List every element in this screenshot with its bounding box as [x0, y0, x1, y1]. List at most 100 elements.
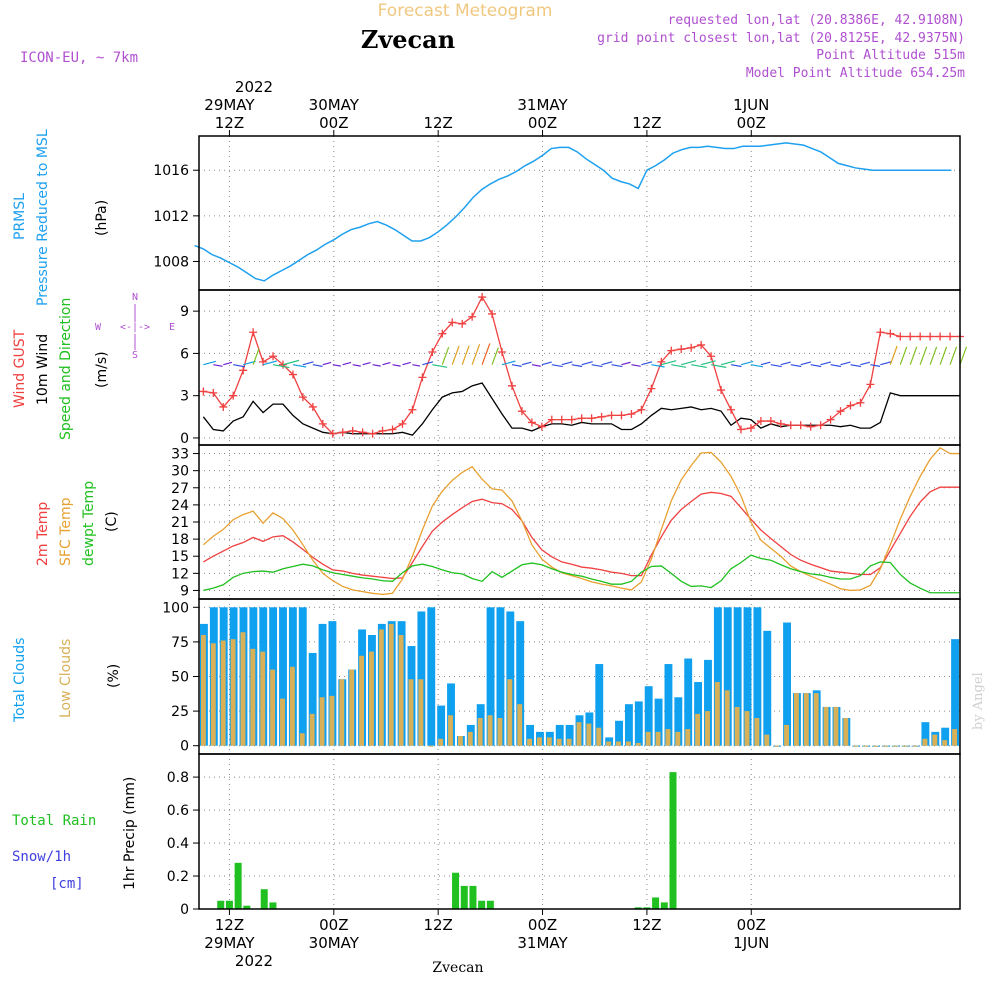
- rain-bar: [225, 900, 233, 909]
- low-cloud-bar: [685, 729, 691, 746]
- gust-marker: [527, 418, 536, 427]
- footer-location: Zvecan: [432, 960, 483, 976]
- low-cloud-bar: [378, 629, 384, 746]
- wind-arrow: [770, 364, 782, 368]
- bottom-date-label: 31MAY: [517, 934, 568, 952]
- gust-marker: [776, 419, 785, 428]
- bottom-hour-label: 12Z: [423, 916, 452, 934]
- total-cloud-bar: [298, 607, 307, 746]
- gust-marker: [428, 348, 437, 356]
- low-cloud-bar: [882, 745, 888, 747]
- gust-marker: [936, 332, 945, 341]
- bottom-date-label: 30MAY: [309, 934, 360, 952]
- wind-arrow: [272, 364, 290, 369]
- top-hour-label: 12Z: [215, 114, 244, 132]
- compass-w: W: [95, 322, 102, 333]
- rain-bar: [217, 900, 225, 909]
- rain-bar: [452, 872, 460, 909]
- wind-arrow: [939, 346, 948, 365]
- gust-marker: [348, 426, 357, 435]
- model-label: ICON-EU, ~ 7km: [20, 50, 138, 66]
- wind-arrow: [691, 364, 707, 369]
- gust-marker: [378, 426, 387, 435]
- temp-ytick-label: 33: [171, 447, 189, 463]
- total-cloud-bar: [526, 724, 535, 746]
- low-cloud-bar: [902, 745, 908, 747]
- prmsl-line: [194, 142, 952, 282]
- gust-marker: [786, 421, 795, 430]
- sfc-line: [202, 447, 960, 596]
- bottom-hour-label: 00Z: [737, 916, 766, 934]
- gust-marker: [607, 411, 616, 420]
- bottom-date-label: 1JUN: [733, 934, 769, 952]
- temp-ytick-label: 15: [171, 549, 189, 565]
- rain-bar: [478, 900, 486, 909]
- pressure-ytick-label: 1008: [153, 254, 189, 270]
- wind-arrow: [252, 348, 260, 365]
- gust-marker: [697, 340, 706, 349]
- cloud-bars: [200, 607, 959, 747]
- wind-arrow: [312, 364, 323, 367]
- low-cloud-bar: [260, 651, 266, 746]
- precip-ytick-label: 0.6: [167, 803, 189, 819]
- wind-arrow: [899, 346, 908, 365]
- product-title: Forecast Meteogram: [378, 1, 553, 21]
- low-cloud-bar: [892, 745, 898, 747]
- wind-arrow: [213, 364, 223, 367]
- rain-bar: [634, 907, 642, 909]
- compass-e: E: [169, 322, 175, 333]
- rain-bar: [234, 862, 242, 909]
- dewpoint-line: [203, 554, 960, 594]
- low-cloud-bar: [586, 723, 592, 746]
- gust-marker: [368, 429, 377, 438]
- rain-bar: [669, 772, 677, 909]
- wind-arrow: [889, 345, 898, 365]
- rain-bar: [486, 900, 494, 909]
- temp-ytick-label: 24: [171, 498, 189, 514]
- low-cloud-bar: [537, 737, 542, 746]
- gust-marker: [916, 332, 925, 341]
- bottom-hour-label: 00Z: [528, 916, 557, 934]
- precip-frame: [198, 753, 961, 910]
- compass-s: S: [132, 350, 138, 361]
- gust-marker: [507, 381, 516, 390]
- low-cloud-bar: [556, 738, 562, 746]
- wind-arrow: [820, 361, 832, 366]
- gust-marker: [199, 387, 208, 396]
- temp-ytick-label: 9: [180, 583, 189, 599]
- low-cloud-bar: [388, 623, 394, 746]
- rain-bar: [243, 905, 251, 909]
- low-cloud-bar: [625, 741, 631, 746]
- pressure-ytick-label: 1016: [153, 163, 189, 179]
- wind-arrow: [730, 364, 742, 368]
- gust-marker: [269, 352, 278, 361]
- clouds-ytick-label: 50: [171, 670, 189, 686]
- gust-marker: [687, 343, 696, 352]
- pressure-panel-labels: PRMSL Pressure Reduced to MSL (hPa): [12, 129, 110, 306]
- low-cloud-bar: [873, 745, 878, 747]
- low-cloud-bar: [754, 718, 760, 746]
- snow-unit-label: [cm]: [50, 876, 84, 892]
- wind-ytick-label: 9: [180, 304, 189, 320]
- low-cloud-bar: [230, 639, 236, 746]
- gust-marker: [249, 328, 258, 337]
- wind-arrow: [422, 361, 434, 366]
- total-cloud-bar: [624, 704, 633, 746]
- top-hour-label: 00Z: [528, 114, 557, 132]
- gust-marker: [667, 346, 676, 355]
- wind-arrow: [949, 346, 958, 365]
- wind-arrow: [501, 360, 516, 366]
- low-cloud-bar: [863, 745, 869, 747]
- watermark: by Angel: [971, 672, 986, 730]
- gust-marker: [866, 380, 875, 389]
- total-cloud-bar: [437, 705, 446, 746]
- wind-unit: (m/s): [94, 351, 110, 388]
- rain-bar: [660, 902, 668, 909]
- top-date-label: 29MAY: [204, 96, 255, 114]
- gust-marker: [458, 319, 467, 328]
- low-cloud-bar: [616, 741, 621, 746]
- low-cloud-bar: [606, 741, 612, 746]
- total-cloud-bar: [615, 720, 623, 746]
- total-cloud-bar: [654, 698, 663, 746]
- gust-marker: [717, 386, 726, 395]
